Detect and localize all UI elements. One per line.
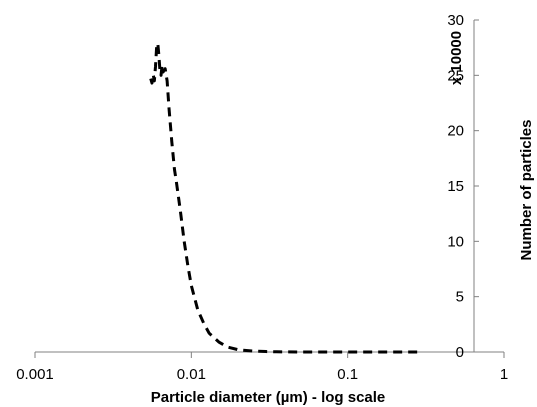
y-tick-label: 30 [447,12,464,29]
y-tick-label: 15 [447,178,464,195]
x-tick-label: 1 [500,366,508,383]
y-multiplier-label: x 10000 [448,31,465,85]
x-tick-label: 0.1 [337,366,358,383]
y-tick-label: 5 [456,289,464,306]
x-tick-label: 0.001 [16,366,54,383]
y-tick-label: 10 [447,233,464,250]
x-tick-label: 0.01 [177,366,206,383]
series-line [149,41,423,354]
y-tick-label: 0 [456,344,464,361]
series-layer [149,41,423,354]
y-axis-title: Number of particles [518,120,535,261]
y-tick-label: 25 [447,67,464,84]
x-axis-title: Particle diameter (µm) - log scale [151,389,386,406]
y-tick-label: 20 [447,123,464,140]
labels-layer: Particle diameter (µm) - log scale Numbe… [151,31,535,406]
